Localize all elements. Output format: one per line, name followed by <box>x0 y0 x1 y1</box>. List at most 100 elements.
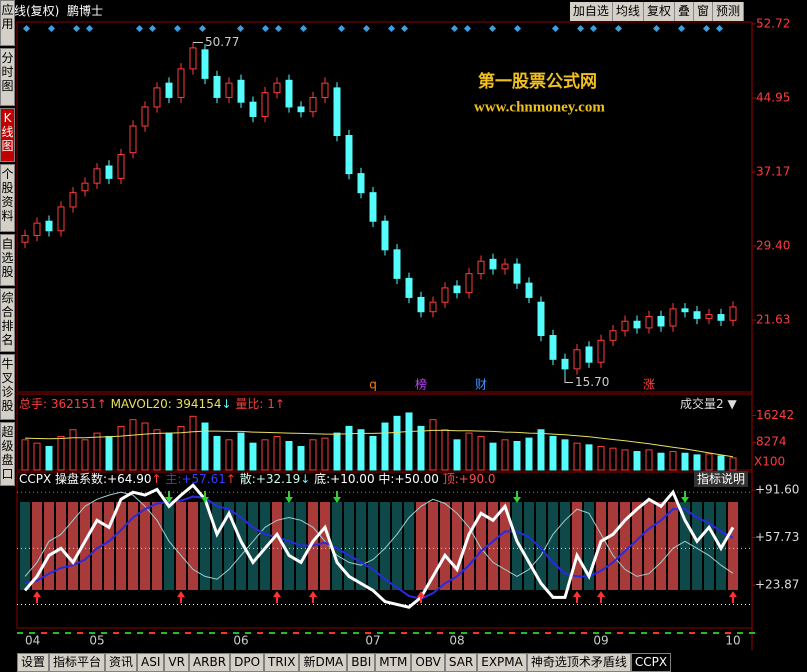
toolbar-button[interactable]: 复权 <box>644 2 675 21</box>
legend-value: 394154 <box>175 397 222 411</box>
sell-arrow <box>333 491 341 503</box>
bottom-tab[interactable]: ASI <box>137 653 165 672</box>
candle-body <box>213 75 221 98</box>
bottom-tab[interactable]: TRIX <box>264 653 300 672</box>
bottom-tab[interactable]: 设置 <box>17 653 50 672</box>
indicator-name[interactable]: 成交量2 <box>680 397 724 411</box>
y-tick-label: 44.95 <box>756 90 790 104</box>
signal-diamond <box>614 24 623 33</box>
bottom-tab[interactable]: DPO <box>230 653 265 672</box>
volume-bar <box>57 435 65 471</box>
state-band <box>656 502 666 590</box>
bottom-tabs: 设置 指标平台 资讯 ASI VR ARBR DPO TRIX 新DMA BBI MTM OBV SAR… <box>17 653 672 672</box>
signal-diamond <box>513 24 522 33</box>
unit-label: X100 <box>754 455 785 469</box>
state-band <box>188 502 198 590</box>
bottom-tab[interactable]: 神奇选顶术矛盾线 <box>526 653 631 672</box>
volume-header: 总手: 362151↑ MAVOL20: 394154↓ 量比: 1↑ <box>19 396 285 412</box>
state-band <box>608 502 618 590</box>
volume-bar <box>153 429 161 471</box>
state-band <box>140 502 150 590</box>
y-tick-label: 16242 <box>756 408 794 422</box>
volume-bar <box>453 439 461 471</box>
signal-diamond <box>22 24 31 33</box>
candle-body <box>285 79 293 108</box>
toolbar-button[interactable]: 叠 <box>675 2 694 21</box>
volume-bar <box>81 439 89 471</box>
legend-name: 散: <box>239 472 256 486</box>
watermark: www.chnmoney.com <box>474 99 605 115</box>
volume-bar <box>609 447 617 471</box>
state-band <box>704 502 714 590</box>
volume-bar <box>297 446 305 471</box>
bottom-tab[interactable]: ARBR <box>188 653 231 672</box>
state-band <box>680 502 690 590</box>
side-tab[interactable]: 个股资料 <box>0 164 15 232</box>
state-band <box>248 502 258 590</box>
candle-body <box>453 285 461 294</box>
side-tab[interactable]: 综合排名 <box>0 288 15 352</box>
toolbar-button[interactable]: 预测 <box>713 2 744 21</box>
volume-bar <box>357 429 365 471</box>
candle-body <box>429 301 437 313</box>
legend-value: 362151 <box>50 397 97 411</box>
x-tick-label: 07 <box>365 634 380 648</box>
state-band <box>80 502 90 590</box>
candle-body <box>273 82 281 94</box>
x-tick-label: 04 <box>25 634 40 648</box>
side-tab[interactable]: 牛叉诊股 <box>0 354 15 420</box>
side-tab[interactable]: 超级盘口 <box>0 422 15 486</box>
side-tab[interactable]: 自选股 <box>0 234 15 286</box>
top-title: 日线(复权) 鹏博士 <box>2 3 103 19</box>
signal-diamond <box>589 24 598 33</box>
candle-body <box>153 87 161 108</box>
candle-body <box>105 165 113 179</box>
bottom-tab[interactable]: SAR <box>444 653 478 672</box>
candle-body <box>405 277 413 298</box>
volume-bar <box>93 432 101 471</box>
toolbar-button[interactable]: 加自选 <box>570 2 613 21</box>
sell-arrow <box>681 491 689 503</box>
buy-arrow <box>597 591 605 603</box>
bottom-tab[interactable]: VR <box>164 653 189 672</box>
side-tab[interactable]: 分时图 <box>0 48 15 106</box>
candle-body <box>165 82 173 98</box>
candle-body <box>177 68 185 98</box>
legend-value: +57.61 <box>181 472 226 486</box>
volume-bar <box>501 439 509 471</box>
trend: ↑ <box>151 472 162 486</box>
bottom-tab[interactable]: OBV <box>411 653 445 672</box>
event-marker: 涨 <box>643 377 655 392</box>
candle-body <box>561 358 569 370</box>
bottom-tab[interactable]: CCPX <box>630 653 672 672</box>
bottom-tab[interactable]: 新DMA <box>299 653 348 672</box>
toolbar-button[interactable]: 窗 <box>694 2 713 21</box>
signal-diamond <box>148 24 157 33</box>
candle-body <box>669 308 677 327</box>
sell-arrow <box>285 491 293 503</box>
buy-arrow <box>729 591 737 603</box>
candle-body <box>21 235 29 243</box>
help-button[interactable]: 指标说明 <box>694 471 749 487</box>
candle-body <box>705 314 713 319</box>
watermark: 第一股票公式网 <box>478 71 597 92</box>
bottom-tab[interactable]: 指标平台 <box>49 653 106 672</box>
trend: ↑ <box>225 472 236 486</box>
side-tab[interactable]: K线图 <box>0 108 15 162</box>
volume-title[interactable]: 成交量2 ▼ <box>680 397 737 411</box>
bottom-tab[interactable]: EXPMA <box>477 653 527 672</box>
bottom-tab[interactable]: 资讯 <box>105 653 138 672</box>
bottom-tab[interactable]: MTM <box>375 653 412 672</box>
signal-diamond <box>576 24 585 33</box>
bottom-tab[interactable]: BBI <box>347 653 376 672</box>
candle-body <box>597 339 605 363</box>
state-band <box>512 502 522 590</box>
candle-body <box>69 192 77 208</box>
indicator-header: CCPX 操盘系数:+64.90↑ 主:+57.61↑ 散:+32.19↓ 底:… <box>19 471 496 487</box>
candle-body <box>357 173 365 194</box>
side-tab[interactable]: 应用 <box>0 0 15 46</box>
state-band <box>212 502 222 590</box>
candle-body <box>93 168 101 184</box>
candle-body <box>489 258 497 270</box>
toolbar-button[interactable]: 均线 <box>613 2 644 21</box>
